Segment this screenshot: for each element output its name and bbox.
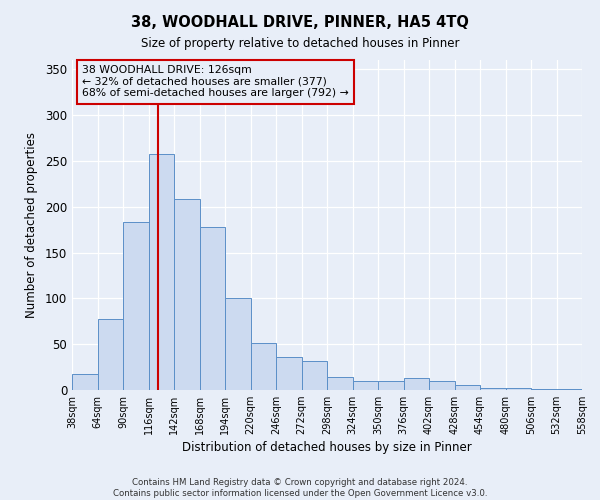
- Bar: [480, 388, 505, 390]
- Bar: [276, 357, 302, 390]
- Bar: [72, 374, 97, 390]
- Bar: [97, 320, 123, 390]
- Bar: [199, 227, 225, 390]
- Bar: [353, 381, 378, 390]
- Bar: [251, 343, 276, 390]
- Y-axis label: Number of detached properties: Number of detached properties: [25, 132, 38, 318]
- Text: 38 WOODHALL DRIVE: 126sqm
← 32% of detached houses are smaller (377)
68% of semi: 38 WOODHALL DRIVE: 126sqm ← 32% of detac…: [82, 65, 349, 98]
- Bar: [174, 200, 199, 390]
- Bar: [429, 381, 455, 390]
- Text: Size of property relative to detached houses in Pinner: Size of property relative to detached ho…: [141, 38, 459, 51]
- Bar: [506, 388, 531, 390]
- Bar: [327, 377, 353, 390]
- Bar: [225, 298, 251, 390]
- Bar: [531, 389, 557, 390]
- Bar: [378, 381, 404, 390]
- Text: Contains HM Land Registry data © Crown copyright and database right 2024.
Contai: Contains HM Land Registry data © Crown c…: [113, 478, 487, 498]
- Bar: [404, 378, 429, 390]
- Bar: [302, 360, 327, 390]
- Bar: [123, 222, 149, 390]
- Bar: [455, 384, 480, 390]
- Text: 38, WOODHALL DRIVE, PINNER, HA5 4TQ: 38, WOODHALL DRIVE, PINNER, HA5 4TQ: [131, 15, 469, 30]
- X-axis label: Distribution of detached houses by size in Pinner: Distribution of detached houses by size …: [182, 442, 472, 454]
- Bar: [149, 154, 174, 390]
- Bar: [557, 389, 582, 390]
